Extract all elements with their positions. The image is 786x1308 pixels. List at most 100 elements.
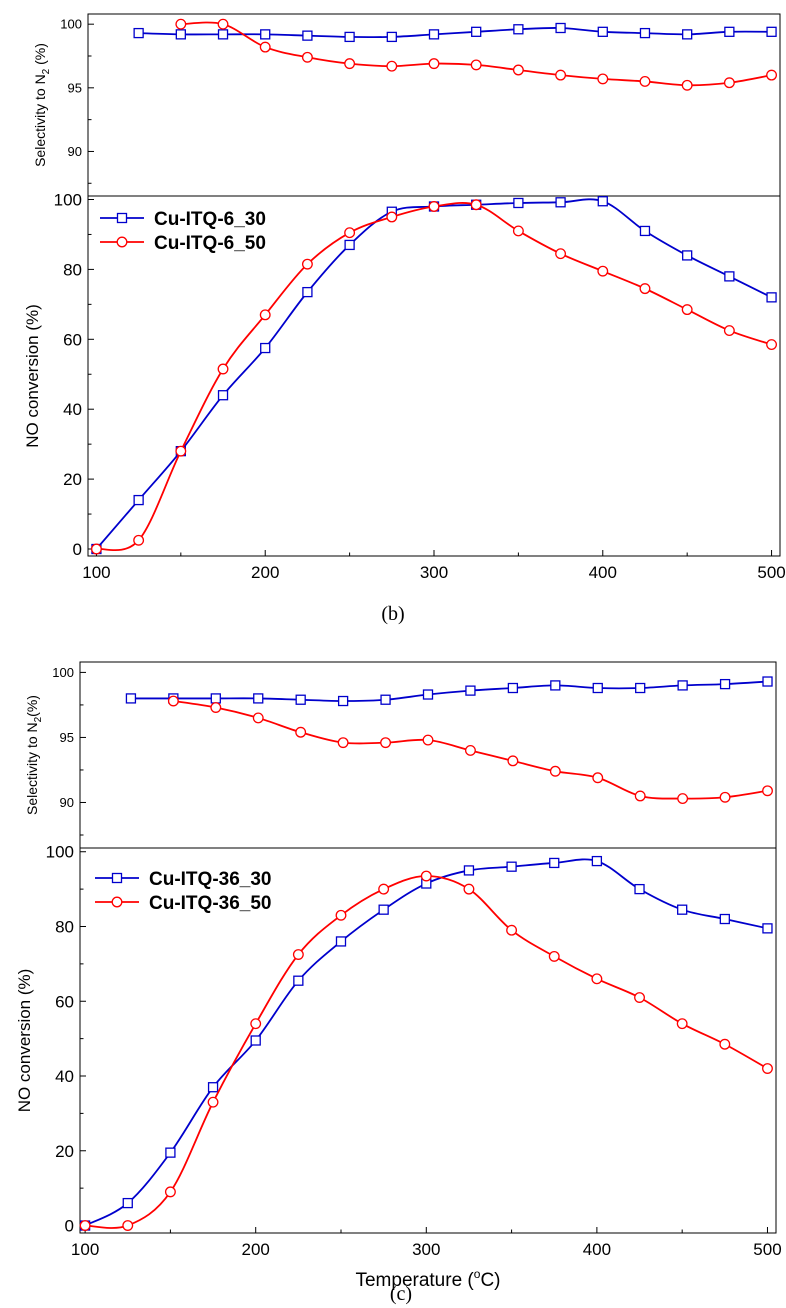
y-tick-label: 100 bbox=[54, 190, 82, 209]
data-point bbox=[719, 913, 730, 925]
legend-entry: Cu-ITQ-36_30 bbox=[149, 869, 271, 890]
data-point bbox=[378, 904, 389, 915]
data-point bbox=[634, 883, 645, 895]
data-point bbox=[682, 250, 693, 261]
data-point bbox=[762, 1063, 773, 1074]
series-line bbox=[85, 875, 768, 1229]
data-point bbox=[164, 1186, 176, 1198]
y-tick-label: 40 bbox=[63, 400, 82, 419]
data-point bbox=[428, 29, 440, 40]
data-point bbox=[555, 197, 566, 208]
legend-marker bbox=[111, 872, 123, 884]
x-axis-label: Temperature (oC) bbox=[355, 1267, 500, 1291]
series-Cu-ITQ-36_50 bbox=[167, 695, 773, 805]
data-point bbox=[676, 1018, 688, 1030]
series-Cu-ITQ-36_30 bbox=[125, 676, 773, 707]
legend-entry: Cu-ITQ-6_50 bbox=[154, 233, 266, 254]
data-point bbox=[301, 51, 313, 63]
data-point bbox=[259, 41, 271, 53]
data-point bbox=[470, 59, 482, 71]
x-tick-label: 100 bbox=[71, 1240, 99, 1259]
series-line bbox=[96, 202, 772, 552]
data-point bbox=[723, 325, 735, 337]
data-point bbox=[471, 26, 482, 37]
y-axis-label: Selectivity to N2(%) bbox=[24, 695, 44, 815]
data-point bbox=[207, 1096, 219, 1108]
data-point bbox=[470, 199, 482, 211]
y-tick-label: 80 bbox=[55, 917, 74, 936]
data-point bbox=[378, 883, 390, 895]
y-axis-label-tail: (%) bbox=[32, 43, 48, 69]
data-point bbox=[217, 390, 229, 401]
x-tick-label: 500 bbox=[753, 1240, 781, 1259]
y-axis-label-main: Selectivity to N bbox=[32, 74, 48, 167]
data-point bbox=[681, 304, 693, 316]
data-point bbox=[465, 685, 476, 696]
data-point bbox=[295, 726, 307, 738]
y-tick-label: 95 bbox=[68, 80, 82, 95]
legend-marker bbox=[116, 212, 128, 224]
data-point bbox=[167, 695, 179, 707]
y-tick-label: 20 bbox=[63, 470, 82, 489]
data-point bbox=[344, 58, 356, 70]
data-point bbox=[217, 29, 229, 40]
chart-b-bottom: 0 20 40 60 80 100 100 200 300 400 500 NO conversion… bbox=[23, 190, 786, 582]
y-axis-label: NO conversion (%) bbox=[23, 304, 42, 448]
data-point bbox=[597, 196, 608, 207]
data-point bbox=[302, 286, 313, 298]
data-point bbox=[597, 265, 609, 277]
data-point bbox=[133, 534, 145, 546]
data-point bbox=[250, 1018, 262, 1030]
data-point bbox=[344, 227, 356, 239]
data-point bbox=[125, 693, 137, 704]
data-point bbox=[677, 793, 689, 805]
data-point bbox=[260, 29, 271, 40]
x-tick-label: 300 bbox=[420, 563, 448, 582]
data-point bbox=[344, 31, 355, 43]
series-line bbox=[130, 680, 768, 702]
legend-entry: Cu-ITQ-36_50 bbox=[149, 893, 271, 914]
data-point bbox=[719, 791, 731, 803]
data-point bbox=[766, 69, 778, 81]
data-point bbox=[90, 543, 102, 555]
data-point bbox=[766, 339, 778, 350]
y-tick-label: 100 bbox=[52, 665, 74, 680]
plot-frame bbox=[79, 847, 777, 1234]
data-point bbox=[639, 76, 651, 87]
y-axis-label: NO conversion (%) bbox=[15, 969, 34, 1113]
data-point bbox=[719, 678, 731, 690]
data-point bbox=[165, 1147, 176, 1158]
data-point bbox=[337, 695, 349, 707]
data-point bbox=[335, 909, 347, 921]
data-point bbox=[259, 309, 271, 321]
data-point bbox=[762, 676, 773, 687]
data-point bbox=[344, 239, 355, 251]
data-point bbox=[639, 283, 651, 295]
data-point bbox=[634, 992, 645, 1003]
data-point bbox=[555, 69, 567, 81]
data-point bbox=[386, 60, 398, 72]
y-tick-label: 90 bbox=[68, 144, 82, 159]
data-point bbox=[639, 225, 651, 237]
data-point bbox=[133, 27, 144, 39]
y-tick-label: 20 bbox=[55, 1142, 74, 1161]
data-point bbox=[766, 292, 777, 303]
data-point bbox=[549, 857, 560, 869]
data-point bbox=[217, 363, 229, 375]
data-point bbox=[428, 58, 440, 70]
data-point bbox=[507, 682, 519, 694]
data-point bbox=[293, 975, 304, 986]
data-point bbox=[597, 73, 609, 85]
data-point bbox=[250, 1035, 261, 1046]
data-point bbox=[463, 865, 475, 876]
y-tick-label: 90 bbox=[60, 795, 74, 810]
data-point bbox=[507, 755, 519, 767]
data-point bbox=[762, 785, 773, 797]
chart-c-bottom: 0 20 40 60 80 100 100 200 300 400 500 NO conversion… bbox=[15, 843, 782, 1291]
data-point bbox=[422, 689, 434, 700]
x-tick-label: 400 bbox=[589, 563, 617, 582]
legend-marker bbox=[111, 896, 123, 908]
data-point bbox=[634, 790, 646, 802]
data-point bbox=[428, 201, 440, 212]
y-axis-label-main: Selectivity to N bbox=[24, 722, 40, 815]
